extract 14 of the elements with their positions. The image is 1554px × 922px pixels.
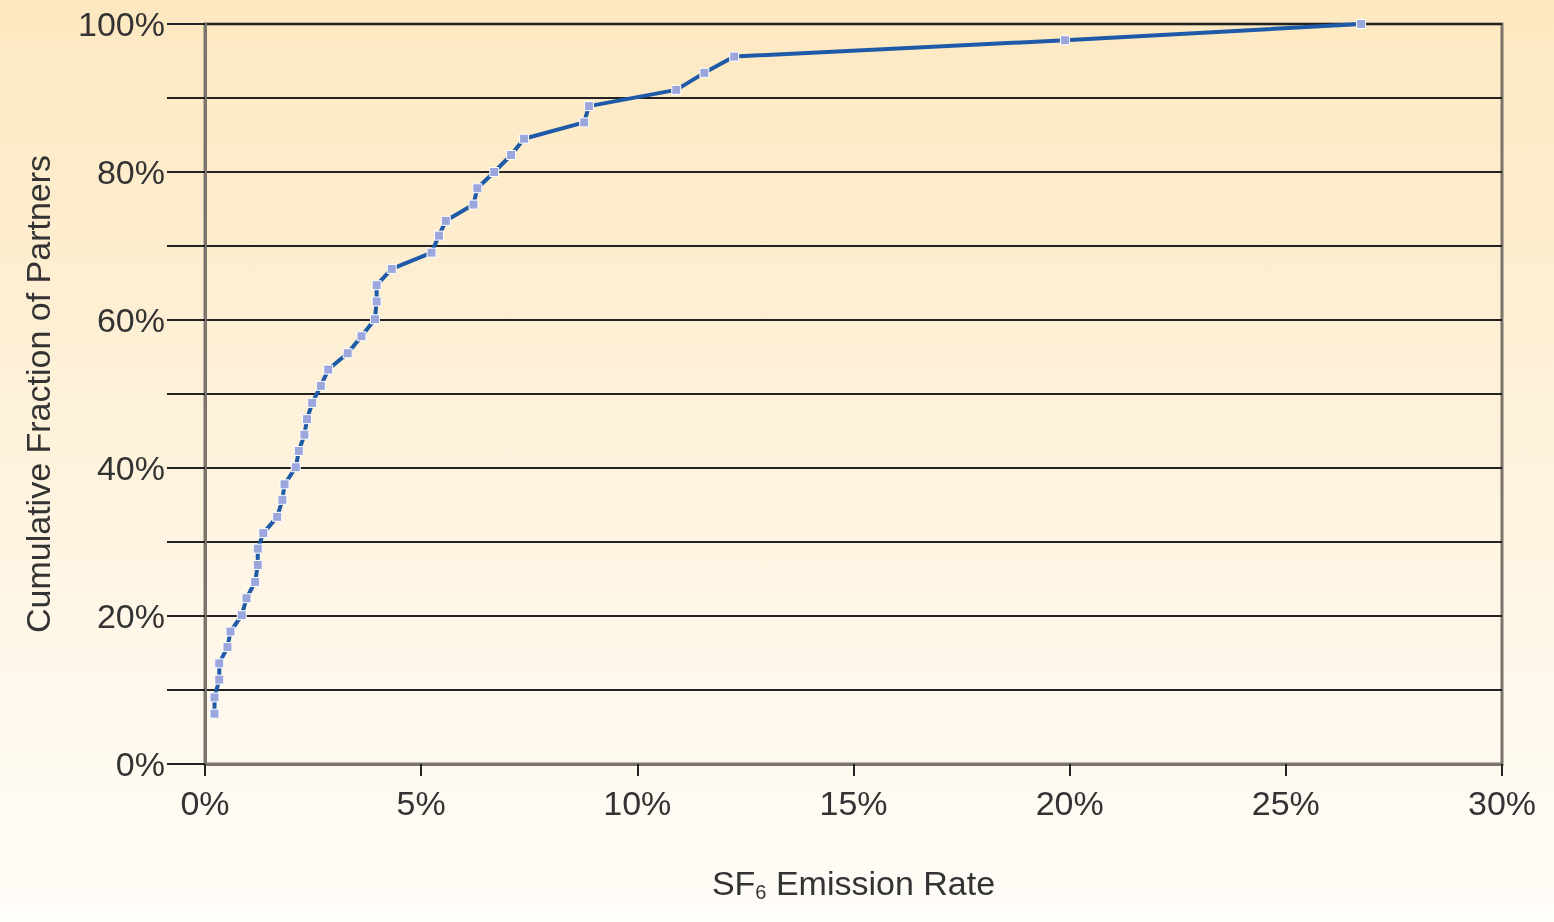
y-tick-label: 80% — [96, 153, 165, 191]
y-tick-label: 60% — [96, 301, 165, 339]
x-tick-label: 10% — [603, 784, 672, 822]
y-tick-label: 40% — [96, 449, 165, 487]
x-tick-label: 0% — [180, 784, 230, 822]
x-tick-label: 5% — [396, 784, 446, 822]
y-tick-label: 0% — [115, 745, 165, 783]
y-tick-label: 20% — [96, 597, 165, 635]
x-tick-label: 25% — [1251, 784, 1320, 822]
x-tick-label: 30% — [1467, 784, 1537, 822]
y-axis-title: Cumulative Fraction of Partners — [19, 154, 57, 634]
x-tick-label: 20% — [1035, 784, 1104, 822]
y-tick-label: 100% — [78, 5, 165, 43]
x-tick-label: 15% — [819, 784, 888, 822]
